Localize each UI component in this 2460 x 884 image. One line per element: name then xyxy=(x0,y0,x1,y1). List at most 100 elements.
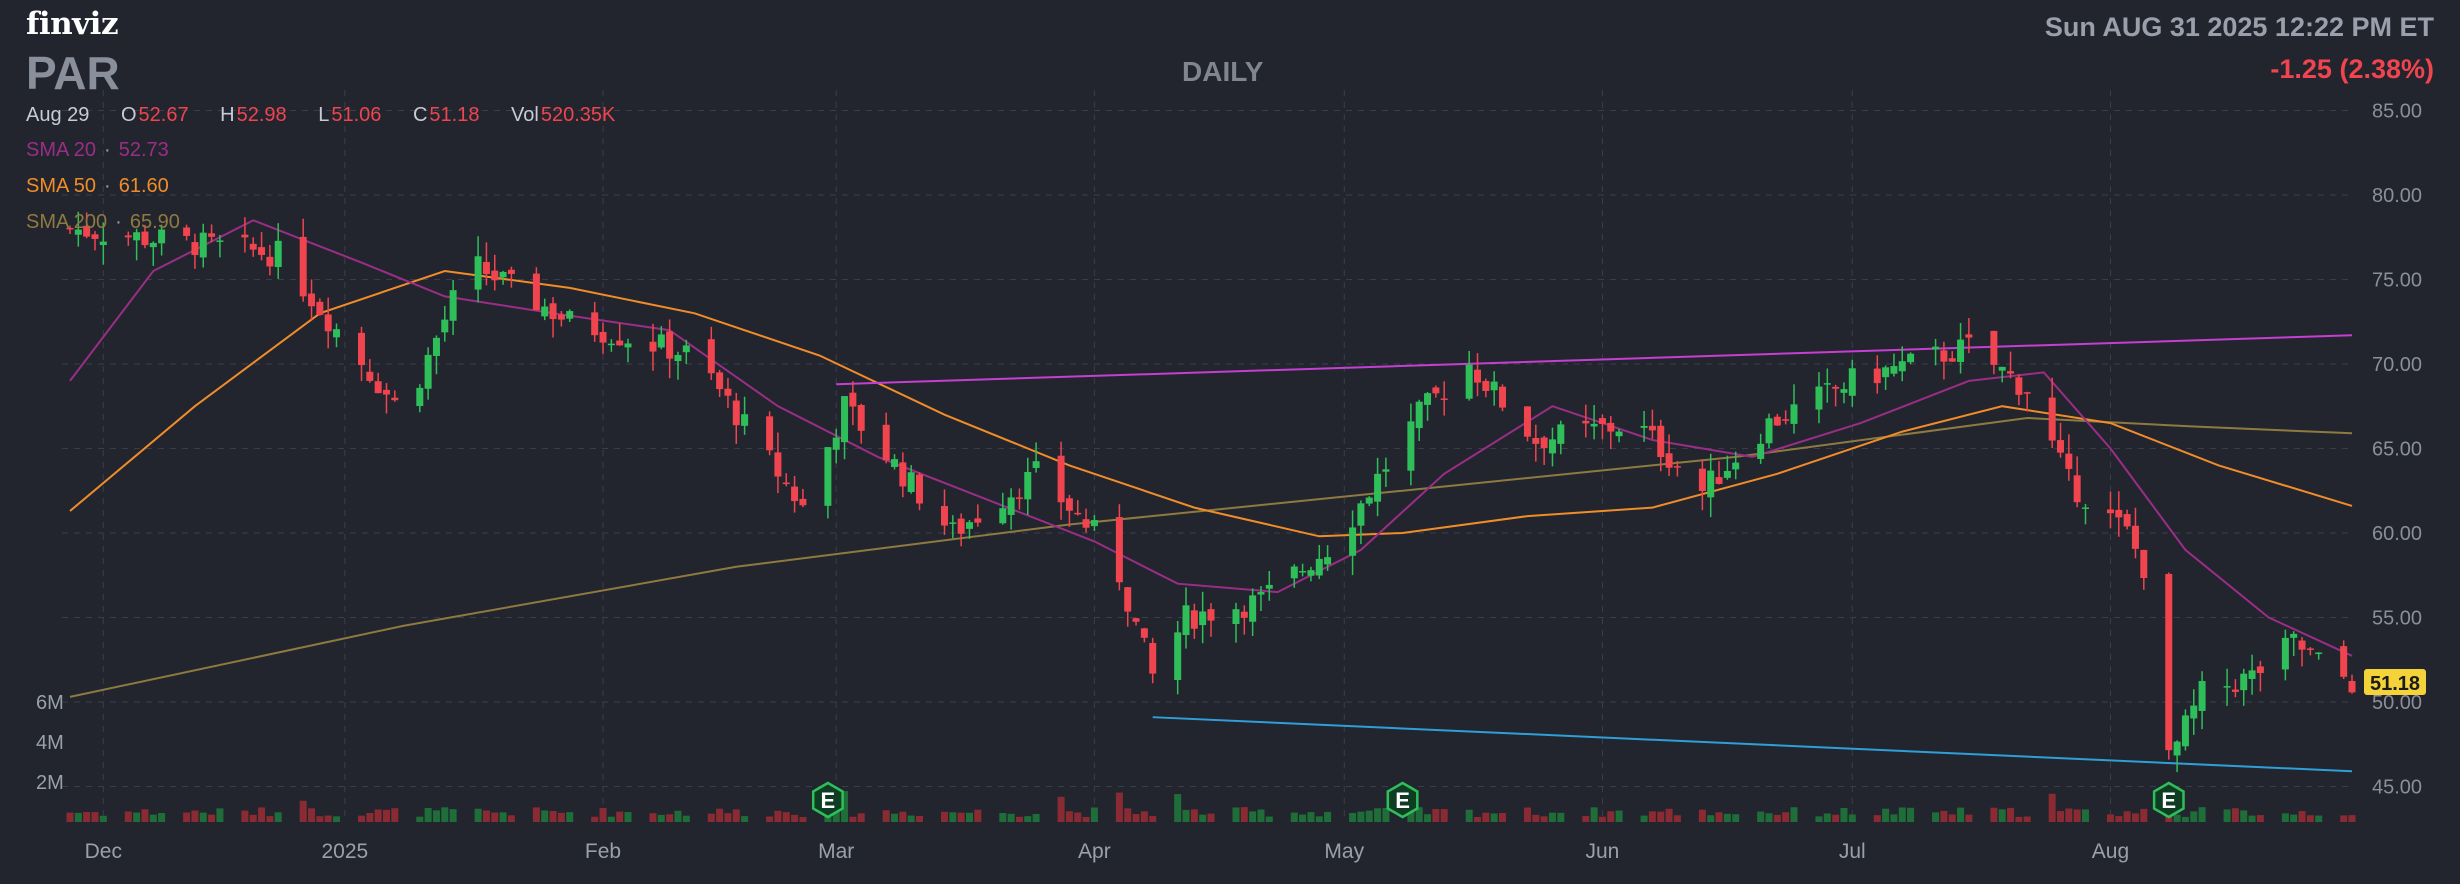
candle-body xyxy=(258,247,266,255)
sma20-legend[interactable]: SMA 20 · 52.73 xyxy=(26,139,169,161)
candle-body xyxy=(416,387,424,407)
sma50-legend[interactable]: SMA 50 · 61.60 xyxy=(26,175,169,197)
volume-bar xyxy=(374,809,382,822)
candle-body xyxy=(1832,386,1840,389)
volume-bar xyxy=(1548,812,1556,822)
volume-bar xyxy=(499,812,507,822)
candle-body xyxy=(1840,389,1848,393)
candle-body xyxy=(965,522,973,529)
volume-bar xyxy=(1782,812,1790,822)
volume-bar xyxy=(1174,794,1182,822)
candle-body xyxy=(1932,346,1940,350)
candle-body xyxy=(2115,509,2123,518)
candle-body xyxy=(1265,584,1273,589)
volume-value: 520.35K xyxy=(540,104,616,126)
open-value: 52.67 xyxy=(138,104,189,126)
candle-body xyxy=(557,314,565,320)
candle-body xyxy=(491,270,499,281)
candle-body xyxy=(2231,689,2239,692)
candle-body xyxy=(1957,339,1965,362)
candle-body xyxy=(1557,424,1565,444)
candle-body xyxy=(66,227,74,230)
volume-bar xyxy=(732,809,740,822)
candle-body xyxy=(2190,705,2198,719)
price-change: -1.25 (2.38%) xyxy=(2270,54,2434,84)
finviz-logo[interactable]: finviz xyxy=(26,6,119,42)
x-tick-label: Mar xyxy=(818,840,854,863)
candle-body xyxy=(1890,366,1898,374)
volume-bar xyxy=(424,807,432,822)
volume-bar xyxy=(1190,809,1198,822)
volume-bar xyxy=(1432,809,1440,822)
y-tick-label: 70.00 xyxy=(2372,354,2422,376)
volume-bar xyxy=(324,815,332,822)
candle-body xyxy=(91,234,99,239)
candle-body xyxy=(1773,416,1781,426)
volume-bar xyxy=(2190,811,2198,822)
volume-bar xyxy=(907,815,915,822)
volume-bar xyxy=(1840,807,1848,822)
candle-body xyxy=(2290,633,2298,638)
x-tick-label: Apr xyxy=(1078,840,1111,863)
candle-body xyxy=(2315,652,2323,655)
candlesticks xyxy=(66,211,2356,773)
volume-bar xyxy=(1482,812,1490,822)
volume-bar xyxy=(2081,809,2089,822)
volume-bar xyxy=(1065,811,1073,822)
candle-body xyxy=(1374,473,1382,502)
volume-bar xyxy=(2181,816,2189,822)
volume-bar xyxy=(607,816,615,822)
candle-body xyxy=(1365,497,1373,504)
candle-body xyxy=(2256,666,2264,674)
volume-bar xyxy=(299,800,307,822)
candle-body xyxy=(83,225,91,237)
candle-body xyxy=(1673,466,1681,468)
candle-body xyxy=(2007,371,2015,374)
candle-body xyxy=(1715,477,1723,484)
volume-bar xyxy=(599,807,607,822)
volume-bar xyxy=(707,813,715,822)
earnings-marker[interactable]: E xyxy=(1386,781,1419,819)
candle-body xyxy=(149,242,157,248)
candle-body xyxy=(1032,461,1040,468)
high-label: H xyxy=(220,104,235,126)
y-tick-label: 45.00 xyxy=(2372,776,2422,798)
volume-bar xyxy=(1415,807,1423,822)
candle-body xyxy=(566,311,574,319)
candle-body xyxy=(1015,497,1023,499)
volume-bar xyxy=(882,810,890,822)
candle-body xyxy=(199,232,207,258)
volume-bar xyxy=(441,807,449,822)
volume-bar xyxy=(491,812,499,822)
volume-bar xyxy=(649,813,657,822)
volume-bar xyxy=(1732,814,1740,822)
sma200-legend[interactable]: SMA 200 · 65.90 xyxy=(26,211,180,233)
volume-bar xyxy=(766,816,774,822)
earnings-marker[interactable]: E xyxy=(811,781,844,819)
volume-bar xyxy=(1365,810,1373,822)
volume-bar xyxy=(1232,807,1240,822)
volume-bar xyxy=(666,814,674,822)
volume-bar xyxy=(199,812,207,822)
datetime-label: Sun AUG 31 2025 12:22 PM ET xyxy=(2044,12,2434,42)
volume-bar xyxy=(1965,814,1973,822)
candle-body xyxy=(1965,334,1973,338)
candle-body xyxy=(949,522,957,524)
candle-body xyxy=(591,312,599,336)
volume-bar xyxy=(2306,815,2314,822)
volume-tick-label: 6M xyxy=(36,692,64,714)
volume-bar xyxy=(841,791,849,822)
candle-body xyxy=(666,331,674,359)
candle-body xyxy=(1698,468,1706,492)
last-price-label: 51.18 xyxy=(2370,673,2420,695)
candle-body xyxy=(841,396,849,443)
candle-body xyxy=(2073,475,2081,503)
earnings-marker[interactable]: E xyxy=(2152,781,2185,819)
candle-body xyxy=(1124,587,1132,612)
candle-body xyxy=(1948,358,1956,362)
volume-bar xyxy=(2065,808,2073,822)
candle-body xyxy=(316,301,324,315)
volume-bar xyxy=(449,809,457,822)
candle-body xyxy=(1132,618,1140,622)
